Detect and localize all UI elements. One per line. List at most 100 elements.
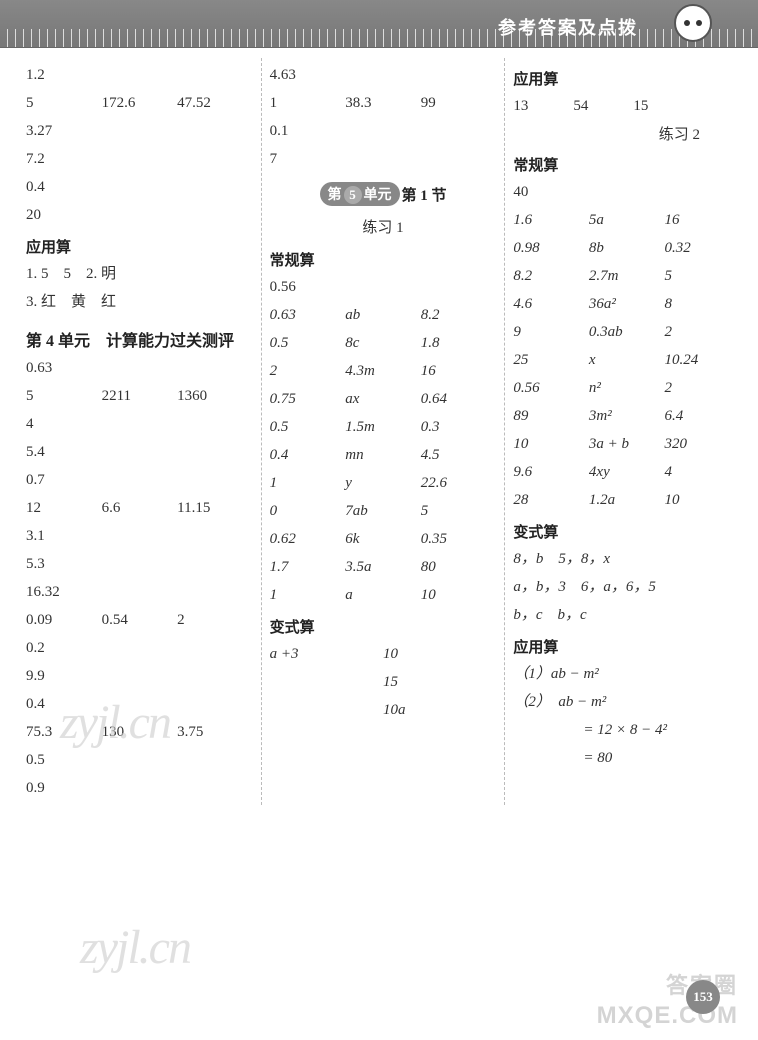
cell: 22.6 [421,472,497,494]
c3-bs: a，b，3 6，a，6，5 [513,576,740,598]
cell: 36a² [589,293,665,315]
cell: 1.6 [513,209,589,231]
table-row: 4.636a²8 [513,293,740,315]
cell: 16 [421,360,497,382]
c1-val: 0.5 [26,749,253,771]
cell: 8c [345,332,421,354]
cell: 28 [513,489,589,511]
cell: 54 [573,95,633,117]
cell: 5 [664,265,740,287]
cell: 38.3 [345,92,421,114]
table-row: 0.626k0.35 [270,528,497,550]
cell: 0.3ab [589,321,665,343]
cell: 0.64 [421,388,497,410]
c2-table2: a +3101510a [270,643,497,721]
table-row: 1y22.6 [270,472,497,494]
cell: x [589,349,665,371]
table-row: 0.988b0.32 [513,237,740,259]
c1-val: 0.9 [26,777,253,799]
c3-bs: b，c b，c [513,604,740,626]
cell: 0.4 [270,444,346,466]
badge-num: 5 [344,186,362,204]
cell: 0 [270,500,346,522]
c1-val: 0.4 [26,176,253,198]
cell: 2.7m [589,265,665,287]
table-row: 10a [270,699,497,721]
cell: 0.5 [270,416,346,438]
header-title: 参考答案及点拨 [498,14,638,40]
cell: 47.52 [177,92,253,114]
cell: 1.2a [589,489,665,511]
cell: 4xy [589,461,665,483]
cell: 8 [664,293,740,315]
cell: 10 [421,584,497,606]
c3-eq: = 80 [513,747,740,769]
page-header: 参考答案及点拨 [0,0,758,48]
unit5-badge: 第5单元 第 1 节 [270,182,497,206]
table-row: 07ab5 [270,500,497,522]
cell: 9 [513,321,589,343]
cell: 10 [383,643,496,665]
cg-heading: 常规算 [270,249,497,270]
cell: 1 [270,472,346,494]
badge-mid: 单元 [364,188,392,203]
cell: 4.5 [421,444,497,466]
table-row: 0.75ax0.64 [270,388,497,410]
c1-val: 0.63 [26,357,253,379]
c2-val: 0.56 [270,276,497,298]
cell: mn [345,444,421,466]
table-row: 1a10 [270,584,497,606]
cell: n² [589,377,665,399]
cell: 6.6 [102,497,178,519]
c1-val: 16.32 [26,581,253,603]
badge-prefix: 第 [328,188,342,203]
badge-pill: 第5单元 [320,182,400,206]
c1-val: 7.2 [26,148,253,170]
cell: 130 [102,721,178,743]
cell: ab [345,304,421,326]
c3-val: 40 [513,181,740,203]
cell: 13 [513,95,573,117]
table-row: 25x10.24 [513,349,740,371]
cell: 99 [421,92,497,114]
cell: 1 [270,584,346,606]
cg-heading: 常规算 [513,154,740,175]
c3-eq: = 12 × 8 − 4² [513,719,740,741]
cell: 1.7 [270,556,346,578]
cell: 0.09 [26,609,102,631]
cell: a [345,584,421,606]
cell: 3.5a [345,556,421,578]
cell: 2 [177,609,253,631]
table-row: 15 [270,671,497,693]
cell: 0.5 [270,332,346,354]
cell: 10a [383,699,496,721]
mascot-icon [668,4,718,54]
c1-val: 1.2 [26,64,253,86]
cell: 1360 [177,385,253,407]
table-row: 24.3m16 [270,360,497,382]
c2-val: 4.63 [270,64,497,86]
cell: 12 [26,497,102,519]
c1-val: 20 [26,204,253,226]
column-2: 4.63 1 38.3 99 0.1 7 第5单元 第 1 节 练习 1 常规算… [261,58,505,805]
unit4-heading: 第 4 单元 计算能力过关测评 [26,327,253,351]
cell: 89 [513,405,589,427]
app-heading2: 应用算 [513,636,740,657]
c1-val: 3.1 [26,525,253,547]
c2-val: 7 [270,148,497,170]
table-row: 90.3ab2 [513,321,740,343]
badge-suffix: 第 1 节 [402,184,447,205]
cell: 8.2 [513,265,589,287]
cell: 2 [664,377,740,399]
cell: 0.35 [421,528,497,550]
c3-bs: 8，b 5，8，x [513,548,740,570]
cell: 8b [589,237,665,259]
cell [270,671,383,693]
cell: 3a + b [589,433,665,455]
cell: 0.62 [270,528,346,550]
cell: 0.3 [421,416,497,438]
c3-eq: （1）ab − m² [513,663,740,685]
cell: 0.75 [270,388,346,410]
table-row: 0.58c1.8 [270,332,497,354]
page-number: 153 [686,980,720,1014]
